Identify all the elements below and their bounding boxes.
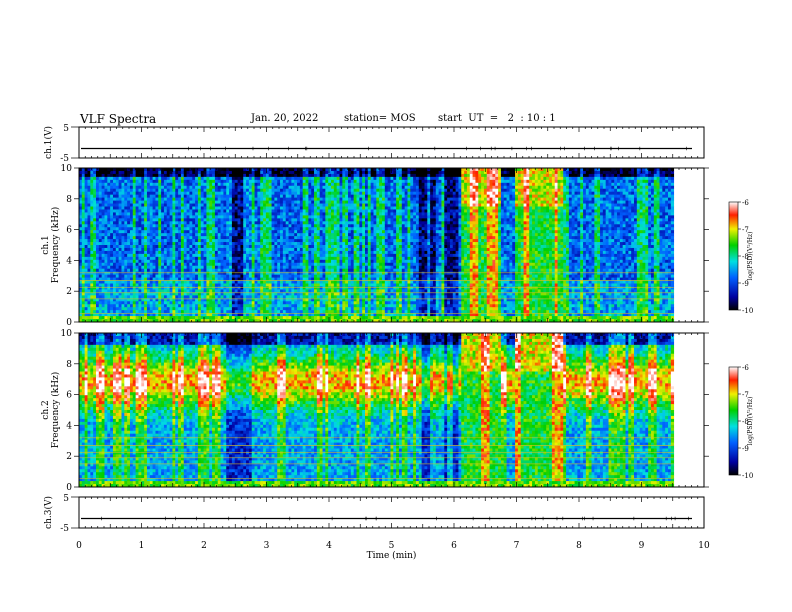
y-tick-label: 0 (66, 483, 72, 493)
y-tick-label: 2 (66, 287, 72, 297)
x-tick-label: 10 (698, 541, 710, 551)
y-tick-label: 6 (66, 226, 72, 236)
colorbar-label: log(PSD)(V²/Hz) (747, 232, 754, 281)
y-axis-label-frequency: Frequency (kHz) (50, 207, 61, 284)
x-tick-label: 4 (326, 541, 332, 551)
y-axis-label-channel: ch.2 (41, 400, 51, 419)
y-tick-label: 5 (63, 124, 69, 134)
x-tick-label: 1 (139, 541, 145, 551)
colorbar-label: log(PSD)(V²/Hz) (747, 397, 754, 446)
y-tick-label: 10 (61, 329, 73, 339)
x-tick-label: 6 (451, 541, 457, 551)
y-tick-label: 8 (66, 360, 72, 370)
x-tick-label: 8 (576, 541, 582, 551)
colorbar-1 (729, 202, 738, 310)
y-tick-label: -5 (60, 524, 69, 534)
colorbar-tick-label: -10 (742, 307, 753, 315)
x-tick-label: 2 (201, 541, 207, 551)
y-axis-label-frequency: Frequency (kHz) (50, 372, 61, 449)
y-tick-label: 6 (66, 391, 72, 401)
y-tick-label: -5 (60, 154, 69, 164)
y-tick-label: 4 (66, 421, 72, 431)
y-axis-label: ch.3(V) (43, 496, 54, 529)
colorbar-2 (729, 367, 738, 475)
x-tick-label: 5 (389, 541, 395, 551)
y-axis-label-channel: ch.1 (41, 235, 51, 254)
colorbar-tick-label: -6 (742, 364, 749, 372)
x-tick-label: 3 (264, 541, 270, 551)
y-tick-label: 8 (66, 195, 72, 205)
y-tick-label: 0 (66, 318, 72, 328)
x-axis-label: Time (min) (367, 550, 417, 561)
colorbar-tick-label: -10 (742, 472, 753, 480)
colorbar-tick-label: -6 (742, 199, 749, 207)
x-tick-label: 0 (76, 541, 82, 551)
x-tick-label: 9 (639, 541, 645, 551)
y-tick-label: 4 (66, 256, 72, 266)
y-tick-label: 5 (63, 494, 69, 504)
y-tick-label: 2 (66, 452, 72, 462)
x-tick-label: 7 (514, 541, 520, 551)
y-axis-label: ch.1(V) (43, 126, 54, 159)
y-tick-label: 10 (61, 164, 73, 174)
